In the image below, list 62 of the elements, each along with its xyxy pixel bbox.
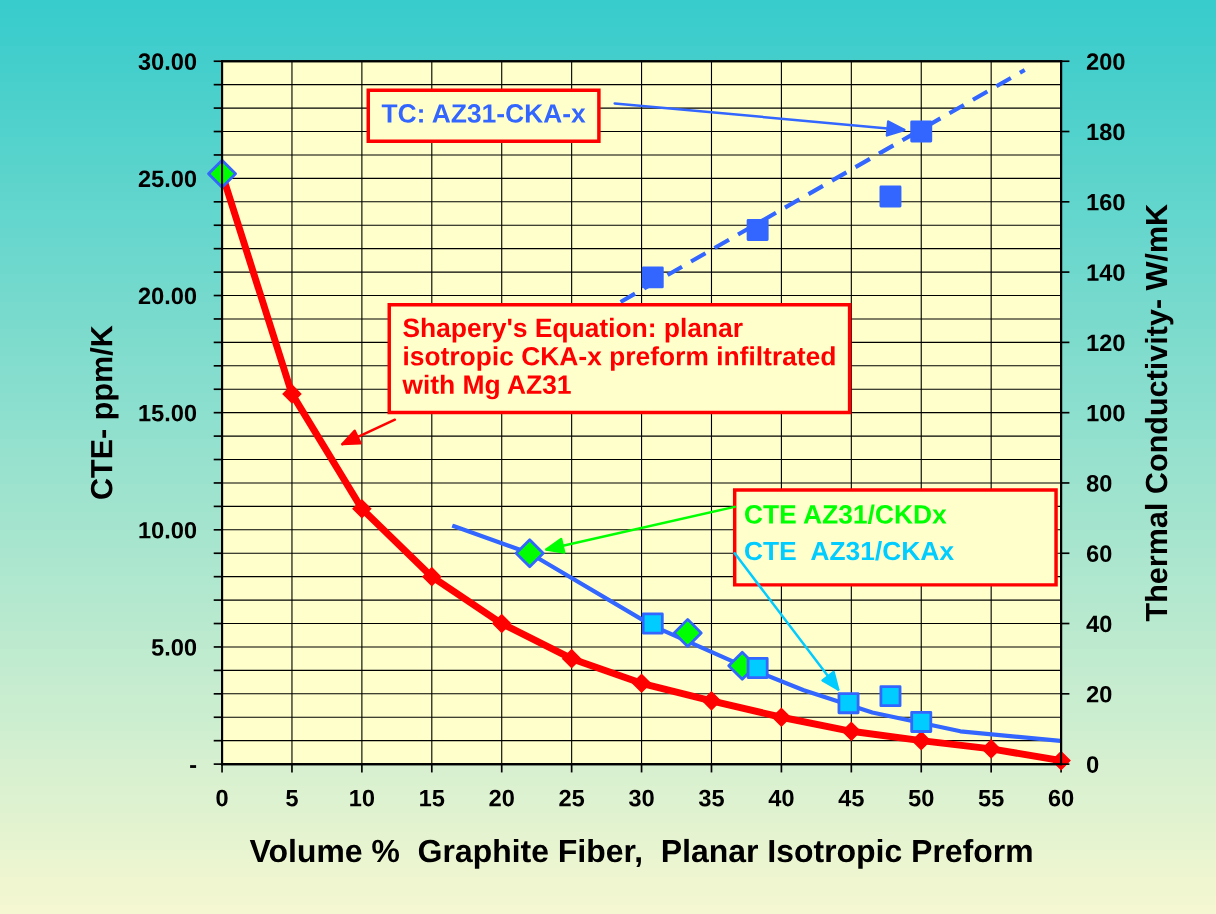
point — [701, 691, 722, 711]
point — [910, 120, 933, 143]
x-tick-label: 30 — [628, 789, 654, 807]
y-tick-label: 15.00 — [139, 404, 197, 422]
y2-tick-label: 120 — [1087, 334, 1125, 352]
y2-axis-title: Thermal Conductivity- W/mK — [1144, 204, 1174, 622]
point — [514, 538, 545, 569]
y-tick-label: 5.00 — [151, 639, 197, 656]
y-tick-label: 30.00 — [138, 53, 197, 71]
point — [352, 499, 372, 519]
text: Shapery's Equation: planar isotropic CKA-x preform infiltrated with Mg AZ31 — [402, 317, 835, 400]
point — [911, 731, 931, 751]
y-axis-title: CTE- ppm/K — [90, 325, 119, 499]
y-tick-label: 25.00 — [138, 170, 197, 188]
point — [746, 657, 769, 680]
x-tick-label: 25 — [559, 789, 585, 807]
x-tick-label: 45 — [838, 789, 864, 807]
x-tick-label: 50 — [908, 789, 934, 807]
point — [632, 673, 652, 693]
point — [641, 266, 664, 289]
y2-tick-label: 80 — [1086, 475, 1112, 492]
point — [422, 567, 442, 587]
y2-tick-label: 60 — [1086, 545, 1112, 563]
y-tick-label: - — [190, 765, 197, 768]
point — [879, 185, 902, 208]
y2-tick-label: 180 — [1087, 123, 1125, 141]
point — [492, 613, 512, 634]
y2-tick-label: 140 — [1087, 264, 1125, 281]
x-tick-label: 15 — [420, 789, 445, 807]
text: CTE AZ31/CKDx — [745, 504, 947, 525]
point — [771, 707, 791, 727]
y2-tick-label: 100 — [1087, 404, 1125, 422]
y-tick-label: 10.00 — [139, 521, 197, 539]
x-axis-title: Volume % Graphite Fiber, Planar Isotropic Preform — [249, 838, 1032, 869]
point — [879, 685, 902, 708]
x-tick-label: 20 — [489, 789, 514, 807]
point — [981, 739, 1001, 759]
x-tick-label: 60 — [1048, 789, 1074, 807]
point — [672, 617, 703, 648]
y2-tick-label: 40 — [1086, 615, 1112, 633]
x-tick-label: 10 — [350, 789, 375, 807]
point — [282, 384, 302, 404]
x-tick-label: 55 — [978, 789, 1004, 807]
x-tick-label: 40 — [768, 789, 794, 807]
y2-tick-label: 200 — [1086, 53, 1125, 71]
text: CTE AZ31/CKAx — [745, 540, 954, 561]
point — [910, 710, 933, 733]
x-tick-label: 5 — [286, 789, 298, 807]
y2-tick-label: 0 — [1087, 756, 1099, 773]
x-tick-label: 0 — [216, 789, 228, 807]
x-tick-label: 35 — [698, 789, 724, 807]
line-series — [452, 524, 1061, 743]
point — [207, 158, 237, 189]
point — [841, 721, 861, 741]
point — [641, 612, 664, 635]
y2-tick-label: 20 — [1086, 685, 1112, 703]
point — [562, 649, 582, 669]
point — [837, 692, 860, 715]
y2-tick-label: 160 — [1087, 193, 1125, 211]
y-tick-label: 20.00 — [138, 287, 197, 305]
point — [746, 218, 769, 241]
text: TC: AZ31-CKA-x — [381, 104, 586, 123]
